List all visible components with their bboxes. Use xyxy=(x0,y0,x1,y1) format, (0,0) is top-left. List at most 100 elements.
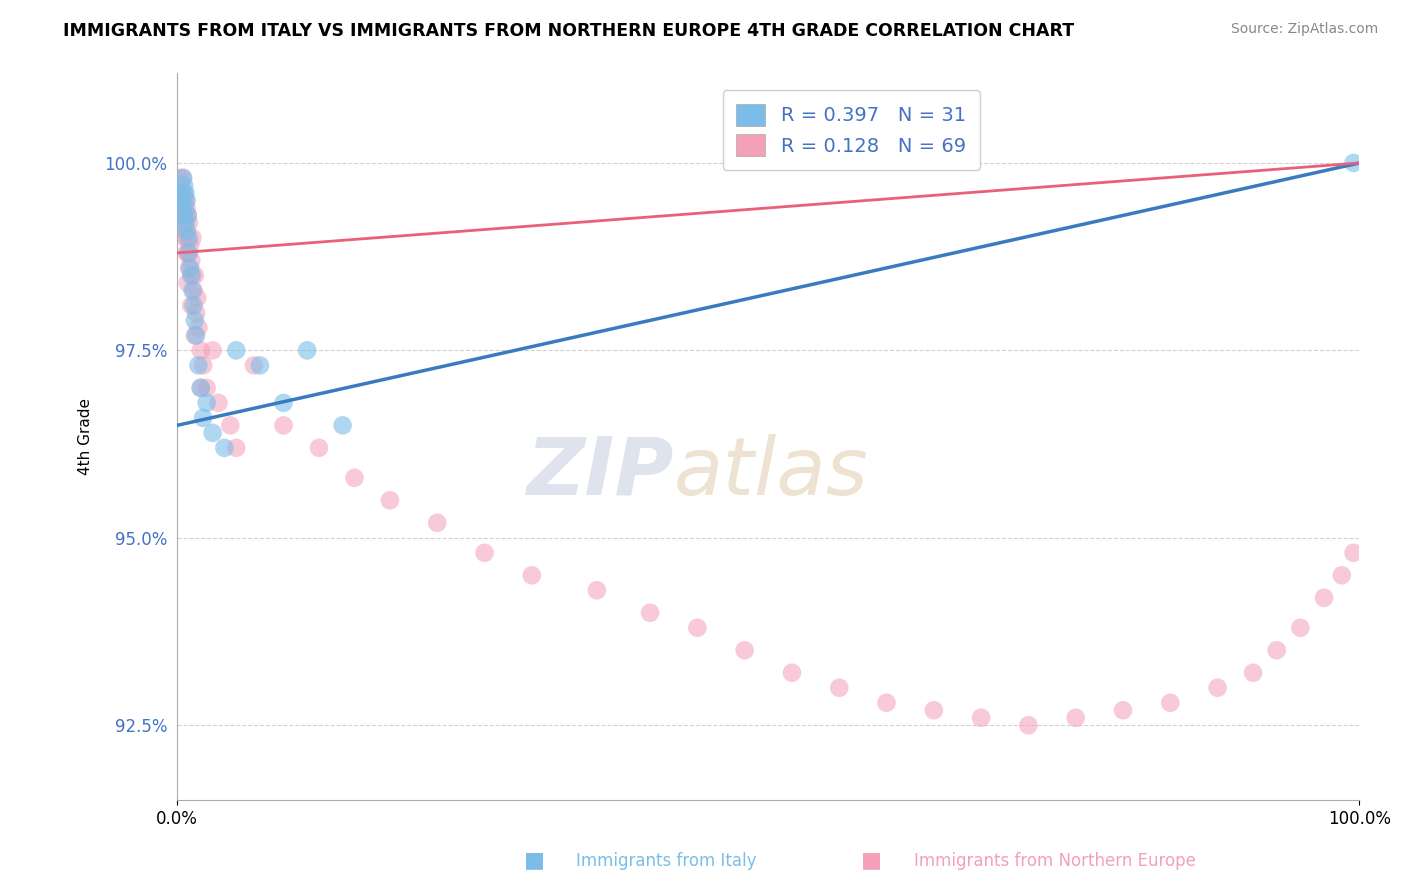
Text: Source: ZipAtlas.com: Source: ZipAtlas.com xyxy=(1230,22,1378,37)
Point xyxy=(174,231,197,245)
Point xyxy=(183,298,205,312)
Point xyxy=(169,170,191,185)
Text: atlas: atlas xyxy=(673,434,869,512)
Point xyxy=(186,291,208,305)
Point xyxy=(970,711,993,725)
Point xyxy=(1343,546,1365,560)
Point xyxy=(173,178,195,193)
Point xyxy=(181,231,204,245)
Point xyxy=(1017,718,1039,732)
Point xyxy=(243,359,266,373)
Point xyxy=(308,441,330,455)
Point xyxy=(184,328,207,343)
Point xyxy=(249,359,271,373)
Point xyxy=(474,546,496,560)
Point xyxy=(332,418,354,433)
Point xyxy=(170,201,193,215)
Point xyxy=(190,381,212,395)
Point xyxy=(520,568,543,582)
Point xyxy=(169,178,191,193)
Point xyxy=(195,381,218,395)
Point xyxy=(177,209,200,223)
Point xyxy=(172,194,194,208)
Point xyxy=(174,194,197,208)
Point xyxy=(169,186,191,200)
Point xyxy=(173,209,195,223)
Point xyxy=(187,359,209,373)
Point xyxy=(1159,696,1181,710)
Point xyxy=(734,643,756,657)
Point xyxy=(183,284,205,298)
Point xyxy=(170,194,193,208)
Point xyxy=(190,381,212,395)
Point xyxy=(184,313,207,327)
Text: ■: ■ xyxy=(862,850,882,870)
Point xyxy=(176,201,198,215)
Text: IMMIGRANTS FROM ITALY VS IMMIGRANTS FROM NORTHERN EUROPE 4TH GRADE CORRELATION C: IMMIGRANTS FROM ITALY VS IMMIGRANTS FROM… xyxy=(63,22,1074,40)
Point xyxy=(1313,591,1336,605)
Text: ZIP: ZIP xyxy=(526,434,673,512)
Point xyxy=(586,583,609,598)
Point xyxy=(177,246,200,260)
Point xyxy=(172,209,194,223)
Y-axis label: 4th Grade: 4th Grade xyxy=(79,398,93,475)
Point xyxy=(181,268,204,283)
Text: ■: ■ xyxy=(524,850,544,870)
Point xyxy=(191,359,214,373)
Point xyxy=(195,396,218,410)
Point xyxy=(174,223,197,237)
Point xyxy=(1064,711,1087,725)
Point xyxy=(173,201,195,215)
Point xyxy=(225,441,247,455)
Point xyxy=(173,209,195,223)
Point xyxy=(174,186,197,200)
Point xyxy=(201,343,224,358)
Text: Immigrants from Northern Europe: Immigrants from Northern Europe xyxy=(914,852,1195,870)
Point xyxy=(177,246,200,260)
Point xyxy=(225,343,247,358)
Text: Immigrants from Italy: Immigrants from Italy xyxy=(576,852,756,870)
Point xyxy=(1112,703,1135,717)
Point xyxy=(169,194,191,208)
Point xyxy=(172,170,194,185)
Point xyxy=(184,306,207,320)
Point xyxy=(190,343,212,358)
Point xyxy=(176,223,198,237)
Point xyxy=(176,246,198,260)
Point xyxy=(828,681,851,695)
Point xyxy=(378,493,401,508)
Point xyxy=(181,284,204,298)
Point xyxy=(177,209,200,223)
Point xyxy=(207,396,229,410)
Point xyxy=(179,260,201,275)
Point xyxy=(201,425,224,440)
Point xyxy=(1206,681,1229,695)
Point xyxy=(273,418,295,433)
Point xyxy=(187,321,209,335)
Point xyxy=(177,231,200,245)
Point xyxy=(172,216,194,230)
Point xyxy=(686,621,709,635)
Point xyxy=(177,216,200,230)
Point xyxy=(1343,156,1365,170)
Point xyxy=(184,268,207,283)
Point xyxy=(638,606,661,620)
Point xyxy=(1330,568,1353,582)
Point xyxy=(180,268,202,283)
Point xyxy=(179,238,201,252)
Point xyxy=(1289,621,1312,635)
Point xyxy=(177,260,200,275)
Point xyxy=(1241,665,1264,680)
Point xyxy=(780,665,803,680)
Point xyxy=(173,186,195,200)
Point xyxy=(214,441,236,455)
Point xyxy=(184,328,207,343)
Point xyxy=(1265,643,1288,657)
Point xyxy=(191,410,214,425)
Point xyxy=(170,186,193,200)
Point xyxy=(426,516,449,530)
Point xyxy=(180,253,202,268)
Point xyxy=(174,216,197,230)
Point xyxy=(219,418,242,433)
Point xyxy=(343,471,366,485)
